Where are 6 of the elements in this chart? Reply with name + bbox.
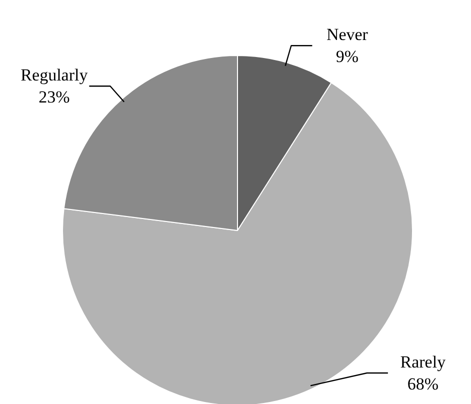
slice-label: Never (326, 25, 368, 44)
data-label: 23% (38, 88, 70, 107)
data-label: 68% (407, 374, 439, 394)
slice-label: Rarely (400, 352, 446, 372)
slice-label: Regularly (20, 66, 88, 85)
data-label: 9% (336, 47, 359, 66)
